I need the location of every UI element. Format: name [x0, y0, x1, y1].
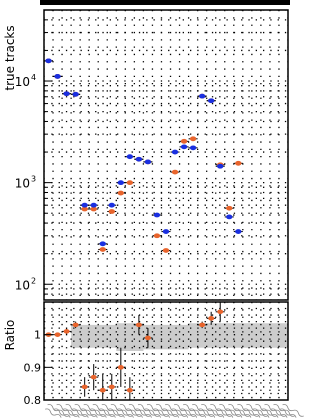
- orange-data-point: [117, 190, 125, 196]
- ratio-data-point: [90, 374, 97, 380]
- blue-data-point: [153, 212, 161, 218]
- main-grid: [44, 10, 288, 300]
- ratio-data-point: [217, 309, 224, 315]
- ratio-y-axis-label: Ratio: [3, 320, 17, 351]
- orange-data-point: [162, 248, 170, 253]
- ratio-band-segment: [143, 324, 189, 350]
- ratio-data-point: [99, 387, 106, 393]
- blue-data-point: [72, 91, 79, 97]
- blue-data-point: [180, 144, 188, 150]
- blue-data-point: [117, 180, 125, 186]
- ratio-data-point: [135, 322, 142, 328]
- orange-data-point: [126, 180, 134, 186]
- orange-data-point: [226, 205, 233, 211]
- ratio-frame: [43, 301, 289, 401]
- orange-data-point: [189, 136, 197, 142]
- blue-data-point: [162, 229, 170, 234]
- ratio-y-axis-ticks: 0.8 0.9 1: [24, 329, 52, 407]
- ratio-data-point: [54, 332, 61, 337]
- blue-data-point: [207, 98, 215, 104]
- orange-data-point: [108, 209, 115, 214]
- main-frame: [43, 9, 289, 301]
- orange-data-point: [99, 247, 106, 252]
- orange-data-point: [81, 206, 88, 212]
- ratio-data-marks: [44, 302, 225, 400]
- top-edge-bar: [40, 0, 290, 5]
- ratio-y-tick-label: 1: [34, 329, 41, 342]
- ratio-data-point: [199, 322, 206, 328]
- x-tick-label-glyph: [280, 404, 304, 418]
- orange-data-point: [180, 138, 188, 144]
- ratio-data-point: [208, 316, 215, 321]
- ratio-y-tick-label: 0.9: [24, 361, 42, 374]
- ratio-y-tick-label: 0.8: [24, 394, 42, 407]
- ratio-band-segment: [188, 323, 288, 348]
- blue-data-point: [63, 91, 70, 97]
- orange-data-point: [171, 169, 179, 175]
- main-y-tick-label: 10: [15, 177, 30, 191]
- main-y-tick-label: 10: [15, 278, 30, 292]
- blue-data-point: [99, 241, 106, 247]
- blue-data-point: [217, 163, 224, 169]
- blue-data-point: [108, 202, 115, 208]
- blue-data-point: [189, 145, 197, 151]
- blue-data-point: [45, 58, 52, 64]
- ratio-uncertainty-band: [71, 323, 288, 351]
- orange-data-point: [235, 160, 242, 166]
- blue-data-point: [90, 202, 97, 208]
- ratio-data-point: [144, 335, 151, 341]
- main-y-tick-exponent: 2: [31, 276, 36, 285]
- x-axis-tick-labels: [45, 404, 304, 418]
- orange-data-point: [153, 233, 161, 239]
- blue-data-point: [171, 149, 179, 155]
- main-y-tick-exponent: 4: [31, 73, 36, 82]
- ratio-data-point: [81, 384, 88, 390]
- ratio-data-point: [117, 365, 124, 370]
- ratio-data-point: [72, 322, 79, 328]
- blue-data-point: [235, 229, 242, 234]
- blue-data-point: [54, 74, 61, 79]
- main-y-axis-label: true tracks: [3, 25, 17, 90]
- main-y-tick-exponent: 3: [31, 175, 36, 184]
- ratio-data-point: [126, 387, 133, 393]
- orange-data-point: [90, 206, 97, 212]
- main-y-tick-label: 10: [15, 75, 30, 89]
- ratio-data-point: [63, 329, 70, 334]
- blue-data-point: [126, 154, 134, 160]
- main-data-marks: [44, 58, 243, 253]
- blue-data-point: [144, 159, 152, 165]
- ratio-grid: [44, 302, 288, 400]
- ratio-band-segment: [71, 324, 117, 348]
- blue-data-point: [135, 156, 143, 162]
- blue-data-point: [226, 214, 233, 220]
- blue-data-point: [198, 93, 206, 99]
- ratio-data-point: [108, 384, 115, 390]
- blue-data-point: [81, 202, 88, 208]
